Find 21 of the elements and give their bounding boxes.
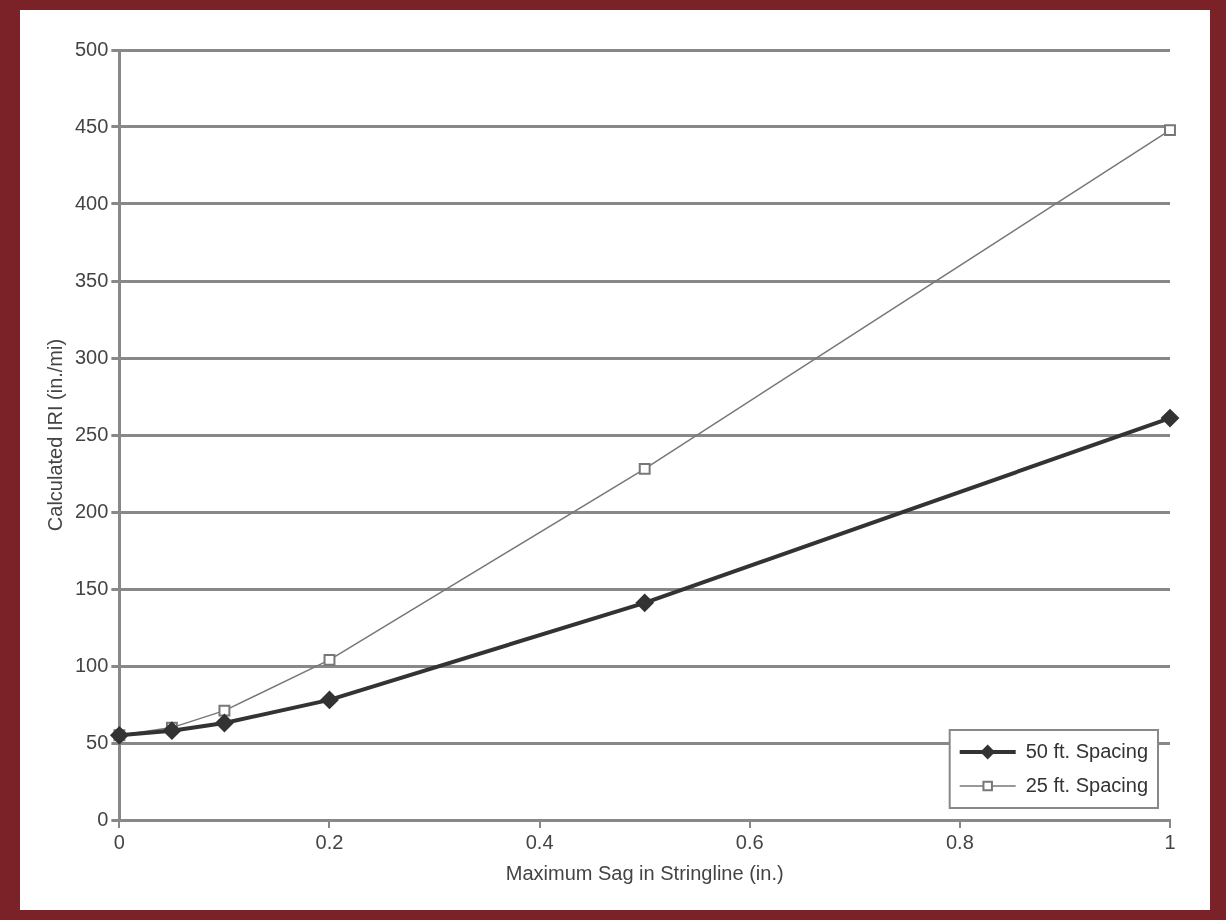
- y-axis-title: Calculated IRI (in./mi): [43, 338, 66, 532]
- y-tick-label: 500: [74, 37, 109, 60]
- x-tick-label: 0.8: [945, 830, 974, 853]
- y-tick-label: 150: [74, 576, 109, 599]
- x-tick-label: 0.4: [525, 830, 554, 853]
- x-tick-label: 0: [113, 830, 125, 853]
- y-tick-label: 450: [74, 114, 109, 137]
- x-tick-label: 0.6: [735, 830, 764, 853]
- x-axis-title: Maximum Sag in Stringline (in.): [505, 861, 784, 884]
- y-tick-label: 50: [86, 730, 109, 753]
- y-tick-label: 300: [74, 345, 109, 368]
- legend-label: 50 ft. Spacing: [1025, 739, 1149, 762]
- y-tick-label: 250: [74, 422, 109, 445]
- y-tick-label: 350: [74, 268, 109, 291]
- x-tick-label: 0.2: [315, 830, 344, 853]
- y-tick-label: 400: [74, 191, 109, 214]
- x-tick-label: 1: [1164, 830, 1176, 853]
- y-tick-label: 200: [74, 499, 109, 522]
- legend-label: 25 ft. Spacing: [1025, 773, 1149, 796]
- y-tick-label: 100: [74, 653, 109, 676]
- y-tick-label: 0: [97, 807, 109, 830]
